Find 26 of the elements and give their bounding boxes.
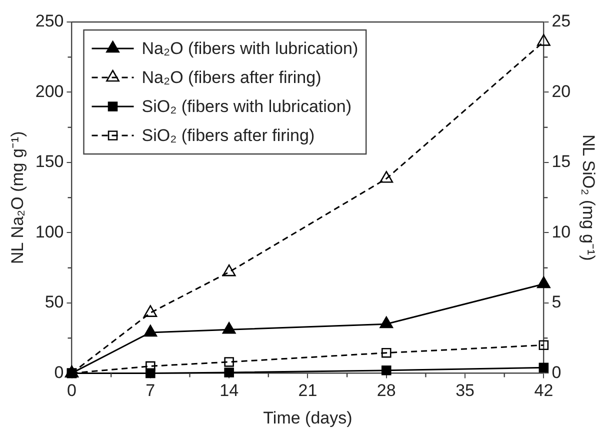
x-tick-label: 7 — [146, 381, 156, 400]
y2-tick-label: 0 — [552, 362, 562, 382]
legend-label: SiO₂ (fibers with lubrication) — [142, 97, 352, 116]
x-tick-label: 35 — [456, 381, 474, 400]
y2-tick-label: 25 — [552, 12, 571, 31]
y-tick-label: 250 — [35, 12, 64, 31]
x-axis-title: Time (days) — [263, 408, 352, 428]
y-axis-title: NL Na₂O (mg g⁻¹) — [8, 131, 27, 264]
y2-tick-label: 10 — [552, 222, 571, 242]
legend-label: Na₂O (fibers with lubrication) — [142, 39, 358, 58]
legend-label: SiO₂ (fibers after firing) — [142, 126, 315, 146]
legend-label: Na₂O (fibers after firing) — [142, 68, 322, 88]
y-tick-label: 0 — [54, 362, 64, 382]
y2-tick-label: 5 — [552, 292, 562, 312]
y2-tick-label: 20 — [552, 82, 571, 101]
x-tick-label: 28 — [376, 381, 396, 400]
y2-tick-label: 15 — [552, 152, 571, 172]
y-tick-label: 50 — [44, 292, 64, 312]
x-tick-label: 21 — [298, 381, 318, 400]
x-tick-label: 14 — [220, 381, 239, 400]
y2-axis-title: NL SiO₂ (mg g⁻¹) — [579, 134, 598, 261]
x-tick-label: 0 — [67, 381, 76, 400]
x-tick-label: 42 — [534, 381, 554, 400]
y-tick-label: 100 — [35, 222, 64, 242]
y-tick-label: 150 — [35, 152, 64, 172]
y-tick-label: 200 — [35, 82, 64, 101]
